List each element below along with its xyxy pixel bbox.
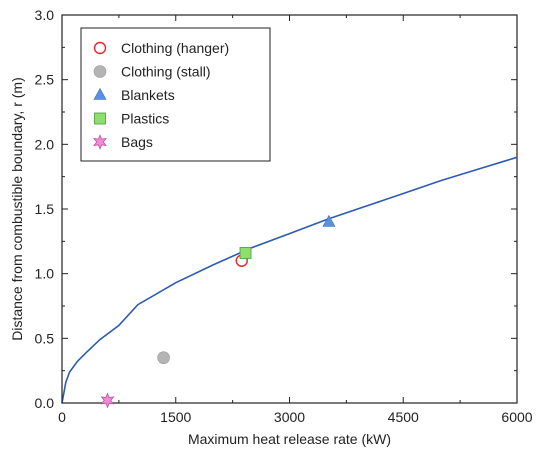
- legend-marker: [93, 41, 107, 55]
- x-tick-label: 1500: [160, 409, 191, 425]
- legend-label: Clothing (stall): [121, 64, 210, 80]
- x-tick-label: 4500: [388, 409, 419, 425]
- y-tick-label: 1.0: [35, 266, 55, 282]
- legend-marker: [93, 134, 107, 150]
- x-tick-label: 3000: [274, 409, 305, 425]
- y-tick-label: 3.0: [35, 7, 55, 23]
- y-axis-label: Distance from combustible boundary, r (m…: [9, 77, 25, 341]
- fit-curve-layer: [61, 156, 518, 404]
- legend-label: Blankets: [121, 87, 175, 103]
- x-tick-label: 6000: [501, 409, 532, 425]
- data-point: [100, 392, 115, 409]
- data-point: [322, 214, 336, 227]
- legend-marker: [93, 65, 107, 78]
- y-tick-label: 2.0: [35, 136, 55, 152]
- legend-box: [80, 27, 271, 162]
- y-tick-label: 0.5: [35, 330, 55, 346]
- data-point: [157, 351, 170, 365]
- legend-label: Bags: [121, 134, 153, 150]
- legend-label: Plastics: [121, 111, 169, 127]
- y-tick-label: 2.5: [35, 72, 55, 88]
- x-tick-label: 0: [58, 409, 66, 425]
- y-tick-label: 0.0: [35, 395, 55, 411]
- legend-label: Clothing (hanger): [121, 40, 229, 56]
- data-point: [239, 247, 252, 259]
- axes: 0 1500 3000 4500 6000 0.0 0.5 1.0 1.5 2.0 2.5 3.0: [35, 7, 533, 425]
- data-points-layer: [100, 214, 336, 409]
- legend-marker: [94, 112, 106, 125]
- x-axis-label: Maximum heat release rate (kW): [188, 431, 391, 447]
- legend: Clothing (hanger) Clothing (stall) Blanket…: [80, 27, 271, 162]
- fit-curve-line: [61, 156, 518, 404]
- legend-marker: [93, 87, 107, 100]
- y-tick-label: 1.5: [35, 201, 55, 217]
